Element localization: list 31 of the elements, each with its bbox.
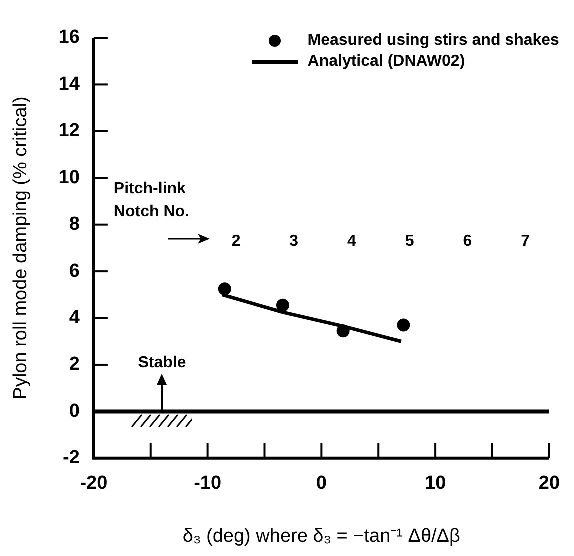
annotation: 6 (463, 233, 472, 250)
y-tick-label: 14 (58, 74, 80, 95)
annotation: 5 (405, 233, 414, 250)
annotation: 4 (348, 233, 357, 250)
y-tick-label: 2 (69, 354, 80, 376)
y-tick-label: 8 (69, 214, 80, 236)
point (218, 282, 232, 296)
y-tick-label: 12 (58, 120, 80, 142)
legend-label: Analytical (DNAW02) (308, 52, 466, 70)
y-tick-label: -2 (63, 448, 80, 469)
x-tick-label: 0 (316, 473, 327, 494)
x-tick-label: 10 (424, 473, 446, 494)
y-tick-label: 10 (58, 167, 80, 188)
point (336, 324, 350, 338)
y-tick-label: 6 (69, 260, 80, 282)
x-tick-label: -10 (194, 473, 222, 494)
point (397, 318, 410, 332)
x-tick-label: -20 (80, 473, 108, 494)
annotation: 7 (521, 233, 530, 250)
legend-label: Measured using stirs and shakes (308, 32, 560, 50)
x-axis-title: δ₃ (deg) where δ₃ = −tan⁻¹ Δθ/Δβ (182, 526, 460, 547)
annotation: Stable (138, 354, 186, 372)
point (276, 298, 290, 312)
y-tick-label: 4 (69, 308, 80, 328)
y-axis-title: Pylon roll mode damping (% critical) (10, 96, 32, 400)
annotation: Pitch-link Notch No. (114, 180, 190, 221)
y-tick-label: 0 (69, 400, 80, 422)
x-tick-label: 20 (538, 473, 560, 494)
annotation: 2 (232, 233, 241, 250)
annotation: 3 (290, 233, 299, 250)
y-tick-label: 16 (58, 27, 80, 48)
